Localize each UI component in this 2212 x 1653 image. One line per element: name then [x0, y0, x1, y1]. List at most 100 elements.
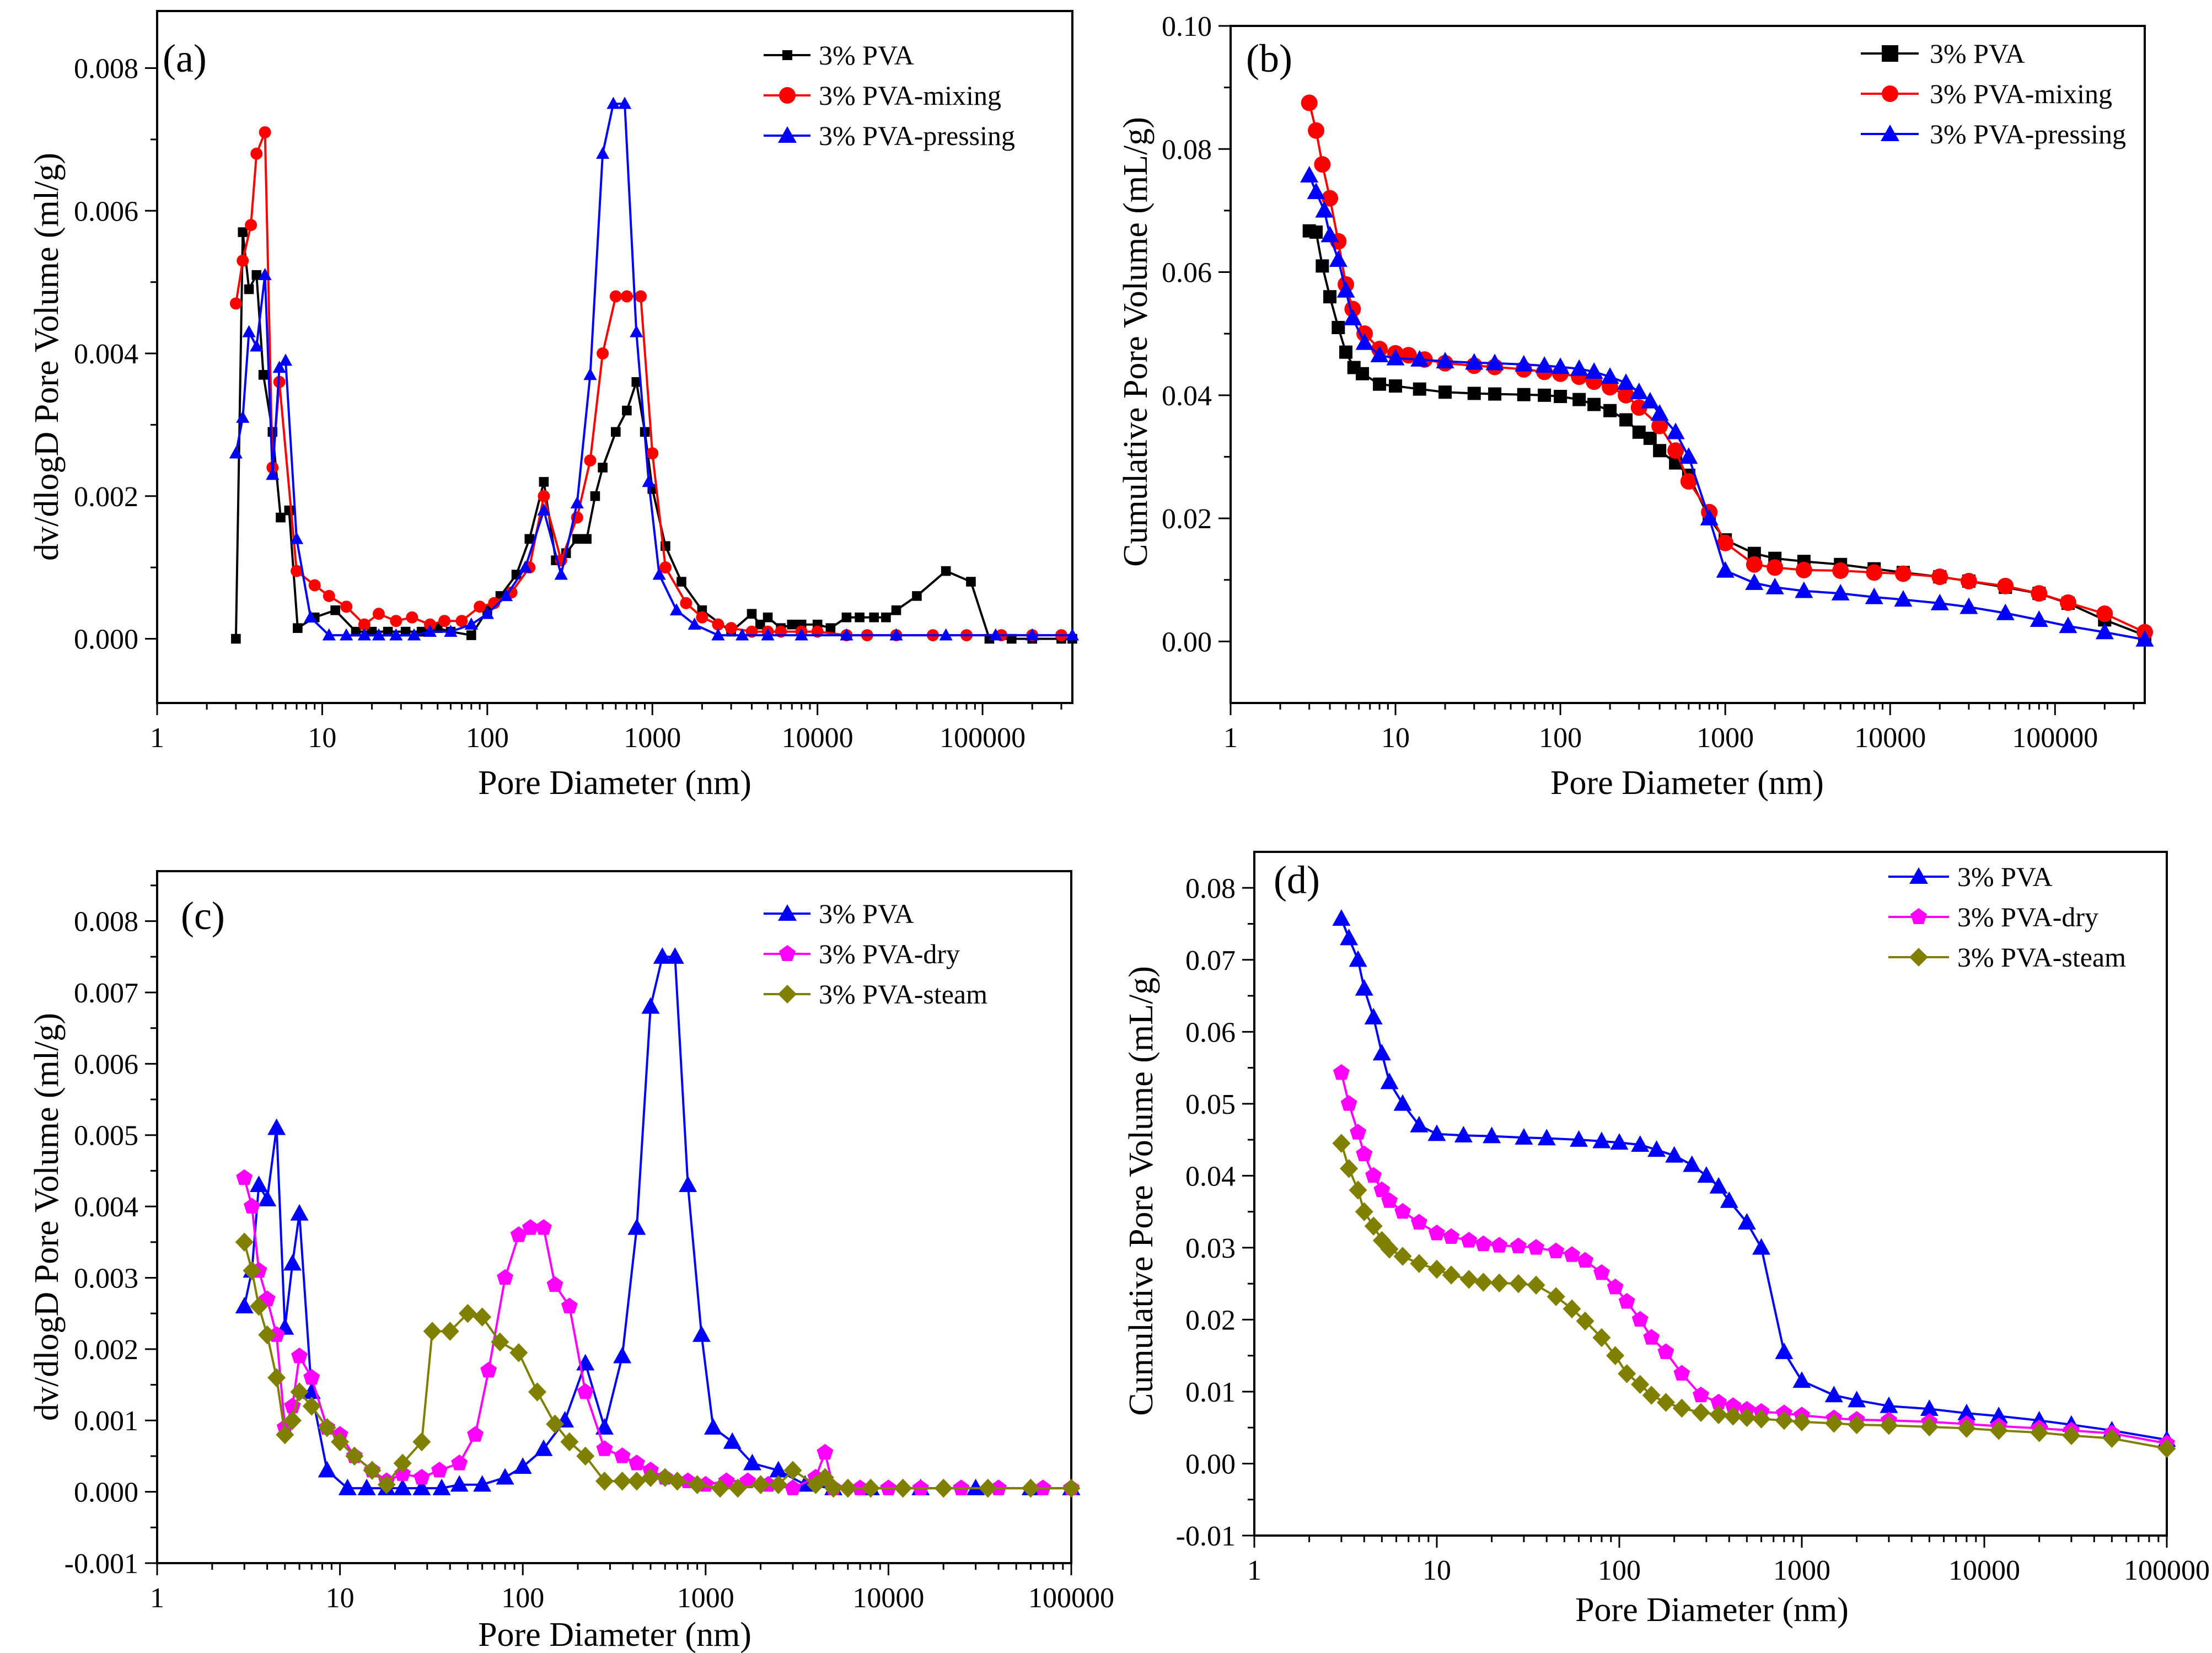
x-tick-label: 1 [150, 1582, 164, 1614]
panel-a-ylabel: dv/dlogD Pore Volume (ml/g) [28, 153, 66, 561]
y-tick-label: 0.06 [1185, 1017, 1236, 1048]
data-point [1700, 508, 1719, 525]
data-point [1651, 417, 1668, 434]
data-point [1618, 1293, 1635, 1309]
data-point [1454, 1126, 1473, 1143]
data-point [432, 1478, 451, 1495]
data-point [1429, 1225, 1445, 1241]
data-point [1380, 1239, 1399, 1259]
panel-c-yticks: -0.001 0.000 0.001 0.002 0.003 0.004 0.005 0.00… [65, 884, 157, 1580]
data-point [1592, 1328, 1611, 1348]
panel-b-xticks: 1 10 100 1000 10000 100000 [1223, 703, 2135, 754]
data-point [966, 577, 976, 587]
panel-a-xticks: 1 10 100 1000 10000 100000 [150, 703, 1062, 754]
legend-item-d-1: 3% PVA-dry [1888, 901, 2098, 932]
x-tick-label: 100 [1539, 722, 1582, 754]
data-point [237, 254, 249, 267]
data-point [372, 608, 385, 620]
data-point [1752, 1238, 1771, 1255]
data-point [1517, 388, 1531, 401]
data-point [646, 447, 659, 460]
data-point [1329, 250, 1347, 267]
data-point [653, 947, 672, 964]
panel-b-legend: 3% PVA 3% PVA-mixing 3% PVA-pressing [1861, 38, 2126, 149]
data-point [989, 628, 1002, 641]
panel-d-legend: 3% PVA 3% PVA-dry 3% PVA-steam [1888, 861, 2126, 973]
data-point [668, 1471, 686, 1491]
y-tick-label: 0.002 [74, 1334, 138, 1366]
data-point [839, 1478, 857, 1498]
data-point [1410, 350, 1429, 367]
data-point [272, 361, 286, 373]
data-point [1340, 1159, 1359, 1178]
data-point [627, 1218, 646, 1235]
data-point [1737, 1212, 1756, 1230]
data-point [340, 600, 353, 613]
data-point [1931, 568, 1948, 586]
data-point [383, 626, 393, 637]
data-point [1301, 94, 1318, 111]
data-point [455, 615, 468, 627]
y-tick-label: 0.07 [1185, 945, 1236, 976]
data-point [1474, 1273, 1492, 1292]
data-point [1746, 556, 1763, 573]
data-point [881, 612, 891, 622]
data-point [1316, 259, 1329, 273]
data-point [293, 623, 303, 633]
data-point [817, 1443, 834, 1460]
data-point [546, 1414, 565, 1434]
data-point [438, 615, 451, 627]
panel-a-xlabel: Pore Diameter (nm) [478, 764, 751, 802]
panel-b-label: (b) [1246, 36, 1292, 80]
data-point [1720, 1191, 1738, 1208]
y-tick-label: 0.00 [1162, 626, 1212, 658]
y-tick-label: 0.04 [1185, 1161, 1236, 1192]
data-point [723, 1432, 742, 1449]
data-point [1026, 628, 1039, 641]
data-point [1527, 1275, 1545, 1295]
series-c-0 [235, 947, 1081, 1495]
legend-item-c-2: 3% PVA-steam [764, 979, 987, 1010]
data-point [583, 368, 597, 380]
x-tick-label: 10 [1422, 1555, 1451, 1586]
data-point [308, 579, 321, 592]
data-point [613, 1471, 632, 1491]
data-point [627, 1471, 646, 1491]
data-point [1960, 572, 1977, 589]
data-point [628, 1455, 645, 1470]
legend-d-0: 3% PVA [1957, 861, 2053, 892]
x-tick-label: 10000 [782, 722, 853, 754]
data-point [1894, 565, 1912, 582]
panel-b-ylabel: Cumulative Pore Volume (mL/g) [1117, 117, 1155, 567]
data-point [596, 147, 610, 159]
data-point [1683, 1155, 1701, 1172]
data-point [1848, 1391, 1866, 1408]
series-line [1340, 1072, 2167, 1445]
data-point [258, 1189, 277, 1206]
data-point [406, 611, 418, 624]
y-tick-label: 0.06 [1162, 257, 1212, 289]
series-line [1308, 103, 2145, 634]
data-point [258, 268, 272, 281]
y-tick-label: 0.004 [74, 1192, 138, 1223]
data-point [1592, 1131, 1611, 1148]
data-point [238, 227, 248, 237]
data-point [413, 1468, 430, 1485]
data-point [1848, 1415, 1866, 1435]
data-point [466, 630, 476, 640]
data-point [276, 1425, 294, 1445]
data-point [393, 1453, 412, 1473]
series-line [243, 1242, 1071, 1490]
data-point [912, 591, 922, 601]
y-tick-label: -0.001 [65, 1548, 138, 1580]
data-point [1340, 929, 1359, 946]
x-tick-label: 100000 [2012, 722, 2098, 754]
data-point [1021, 1478, 1040, 1498]
data-point [1657, 1343, 1674, 1359]
data-point [711, 628, 725, 641]
data-point [1373, 377, 1387, 391]
data-point [231, 634, 241, 644]
data-point [1315, 201, 1334, 218]
data-point [322, 628, 336, 641]
data-point [1393, 1094, 1412, 1111]
